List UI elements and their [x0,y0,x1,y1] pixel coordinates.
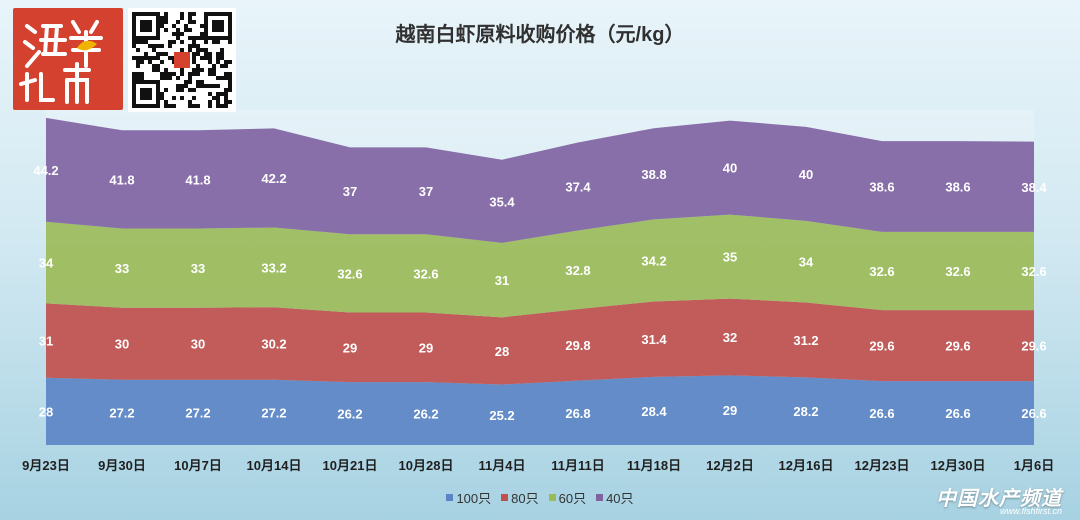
data-label: 31 [39,334,53,349]
area-series-3 [46,117,1034,243]
brand-url: www.fishfirst.cn [999,506,1062,516]
brand-logo [13,8,123,110]
legend-item: 40只 [596,488,634,507]
x-tick-label: 11月11日 [551,458,605,473]
data-label: 29 [343,340,357,355]
data-label: 34 [39,256,54,271]
chart-title: 越南白虾原料收购价格（元/kg） [395,24,685,46]
legend-item: 100只 [446,488,491,507]
legend-label: 60只 [558,490,587,506]
legend-item: 60只 [548,488,587,507]
data-label: 41.8 [109,172,134,187]
data-label: 29.8 [565,338,590,353]
data-label: 26.2 [337,407,362,422]
data-label: 27.2 [261,405,286,420]
data-label: 30 [191,337,205,352]
data-label: 29 [723,403,737,418]
data-label: 40 [723,161,737,176]
data-label: 26.8 [565,406,590,421]
x-tick-label: 11月18日 [627,458,681,473]
legend-label: 80只 [511,490,539,506]
data-label: 38.4 [1021,180,1047,195]
data-label: 32.6 [337,266,362,281]
data-label: 31 [495,273,509,288]
chart-legend: 100只 80只 60只 40只 [390,486,690,508]
area-series-2 [46,214,1034,318]
x-tick-label: 9月23日 [22,458,70,473]
data-label: 32 [723,330,737,345]
data-label: 33.2 [261,260,286,275]
x-tick-label: 12月23日 [855,458,910,473]
qr-code-image [132,12,232,108]
data-label: 42.2 [261,171,286,186]
data-label: 38.8 [641,167,666,182]
data-label: 32.8 [565,263,590,278]
data-label: 29.6 [1021,339,1046,354]
legend-swatch [596,493,604,501]
data-label: 26.6 [869,406,894,421]
data-label: 35.4 [489,194,515,209]
data-label: 27.2 [109,405,134,420]
area-series-1 [46,298,1034,385]
data-label: 32.6 [945,264,970,279]
data-label: 44.2 [33,163,58,178]
legend-swatch [501,493,509,501]
x-tick-label: 1月6日 [1014,458,1054,473]
legend-item: 80只 [501,488,539,507]
x-tick-label: 12月30日 [931,458,986,473]
data-label: 28 [39,404,53,419]
data-label: 32.6 [1021,264,1046,279]
data-label: 37 [419,184,433,199]
data-label: 32.6 [413,266,438,281]
x-tick-label: 10月28日 [399,458,454,473]
data-label: 34 [799,255,814,270]
brand-watermark: 中国水产频道 [936,488,1062,510]
data-label: 28.4 [641,404,667,419]
data-label: 28 [495,344,509,359]
x-tick-label: 12月16日 [779,458,834,473]
legend-swatch [548,493,556,501]
data-label: 26.2 [413,407,438,422]
data-label: 34.2 [641,253,666,268]
data-label: 31.4 [641,332,667,347]
data-label: 31.2 [793,333,818,348]
data-label: 33 [191,261,205,276]
data-label: 38.6 [869,180,894,195]
qr-code [128,8,236,112]
data-label: 25.2 [489,408,514,423]
x-tick-label: 10月14日 [247,458,302,473]
data-label: 29.6 [869,339,894,354]
x-tick-label: 12月2日 [706,458,754,473]
data-label: 29.6 [945,339,970,354]
data-label: 26.6 [945,406,970,421]
area-series-0 [46,375,1034,445]
data-label: 40 [799,167,813,182]
legend-label: 40只 [606,490,634,506]
data-label: 41.8 [185,172,210,187]
data-label: 26.6 [1021,406,1046,421]
data-label: 30.2 [261,336,286,351]
data-label: 30 [115,337,129,352]
x-tick-label: 9月30日 [98,458,146,473]
data-label: 32.6 [869,264,894,279]
data-label: 29 [419,340,433,355]
data-label: 37.4 [565,179,591,194]
legend-swatch [446,493,454,501]
x-tick-label: 10月21日 [323,458,378,473]
data-label: 38.6 [945,180,970,195]
data-label: 35 [723,250,737,265]
logo-icon [19,20,103,104]
data-label: 28.2 [793,404,818,419]
data-label: 27.2 [185,405,210,420]
data-label: 33 [115,261,129,276]
x-tick-label: 11月4日 [479,458,526,473]
legend-label: 100只 [456,490,492,506]
data-label: 37 [343,184,357,199]
x-tick-label: 10月7日 [174,458,222,473]
